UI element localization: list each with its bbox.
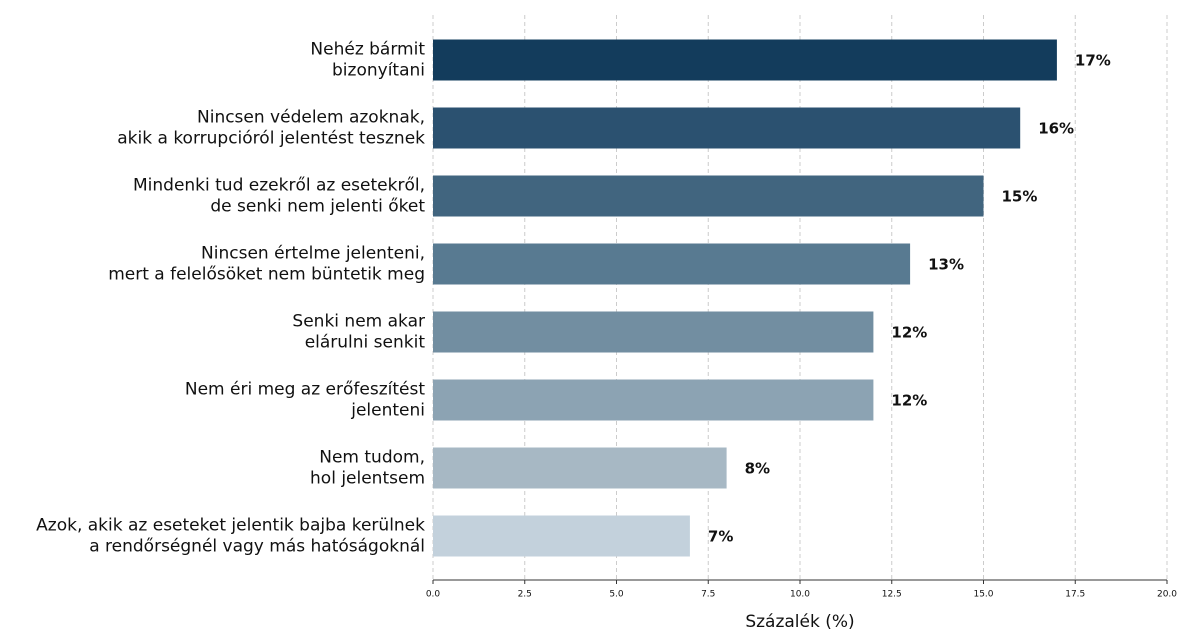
- bar: [433, 515, 690, 557]
- value-label: 16%: [1038, 120, 1074, 138]
- y-tick-label: Nem tudom,: [319, 448, 425, 468]
- x-tick-label: 12.5: [882, 590, 902, 600]
- y-tick-label: hol jelentsem: [310, 469, 425, 489]
- x-tick-label: 5.0: [609, 590, 624, 600]
- y-tick-label: mert a felelősöket nem büntetik meg: [108, 265, 425, 285]
- bar: [433, 175, 984, 217]
- x-tick-label: 15.0: [973, 590, 993, 600]
- x-tick-label: 17.5: [1065, 590, 1085, 600]
- x-axis-label: Százalék (%): [745, 612, 854, 630]
- y-tick-label: elárulni senkit: [305, 333, 426, 353]
- y-tick-label: Nincsen értelme jelenteni,: [201, 244, 425, 264]
- bar: [433, 311, 874, 353]
- bar: [433, 39, 1057, 81]
- value-label: 7%: [708, 528, 733, 546]
- y-tick-label: Nincsen védelem azoknak,: [197, 108, 425, 128]
- value-label: 12%: [891, 324, 927, 342]
- y-tick-label: de senki nem jelenti őket: [210, 197, 425, 217]
- value-label: 13%: [928, 256, 964, 274]
- y-tick-label: Senki nem akar: [292, 312, 425, 332]
- y-tick-label: Nem éri meg az erőfeszítést: [185, 380, 425, 400]
- value-label: 8%: [745, 460, 770, 478]
- bar: [433, 243, 911, 285]
- y-tick-label: Mindenki tud ezekről az esetekről,: [133, 176, 425, 196]
- x-tick-label: 2.5: [518, 590, 532, 600]
- y-tick-label: a rendőrségnél vagy más hatóságoknál: [89, 537, 425, 557]
- y-tick-label: jelenteni: [350, 401, 425, 421]
- x-tick-label: 0.0: [426, 590, 441, 600]
- bar: [433, 107, 1021, 149]
- y-tick-label: akik a korrupcióról jelentést tesznek: [117, 129, 425, 149]
- value-label: 17%: [1075, 52, 1111, 70]
- x-tick-label: 20.0: [1157, 590, 1177, 600]
- bar: [433, 379, 874, 421]
- value-label: 12%: [891, 392, 927, 410]
- y-tick-label: Nehéz bármit: [310, 40, 425, 60]
- value-label: 15%: [1002, 188, 1038, 206]
- y-tick-label: bizonyítani: [332, 61, 425, 81]
- x-tick-label: 10.0: [790, 590, 810, 600]
- y-tick-label: Azok, akik az eseteket jelentik bajba ke…: [36, 516, 425, 536]
- x-tick-label: 7.5: [701, 590, 715, 600]
- bar: [433, 447, 727, 489]
